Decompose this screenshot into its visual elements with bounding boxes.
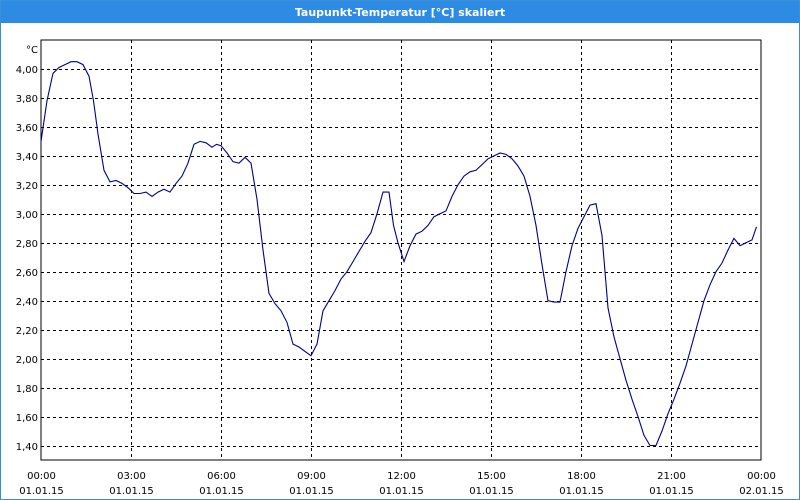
- y-tick-label: 2,20: [16, 326, 38, 337]
- y-tick-label: 3,20: [16, 181, 38, 192]
- y-tick-label: 2,40: [16, 297, 38, 308]
- x-tick-date-label: 01.01.15: [109, 486, 154, 497]
- y-tick-label: 3,80: [16, 94, 38, 105]
- x-tick-date-label: 01.01.15: [19, 486, 64, 497]
- y-tick-label: 2,00: [16, 355, 38, 366]
- y-tick-label: 1,80: [16, 384, 38, 395]
- y-tick-label: 1,40: [16, 442, 38, 453]
- data-series-line: [40, 61, 758, 447]
- x-tick-date-label: 01.01.15: [199, 486, 244, 497]
- x-tick-date-label: 01.01.15: [469, 486, 514, 497]
- x-tick-time-label: 00:00: [747, 471, 776, 482]
- x-tick-time-label: 21:00: [657, 471, 686, 482]
- x-tick-time-label: 06:00: [207, 471, 236, 482]
- window-title: Taupunkt-Temperatur [°C] skaliert: [1, 1, 799, 23]
- y-tick-label: 2,80: [16, 239, 38, 250]
- x-tick-date-label: 02.01.15: [739, 486, 784, 497]
- x-tick-date-label: 01.01.15: [649, 486, 694, 497]
- x-tick-time-label: 09:00: [297, 471, 326, 482]
- x-tick-time-label: 00:00: [27, 471, 56, 482]
- x-tick-time-label: 03:00: [117, 471, 146, 482]
- y-unit-label: °C: [26, 45, 38, 56]
- y-tick-label: 3,40: [16, 152, 38, 163]
- y-tick-label: 2,60: [16, 268, 38, 279]
- x-tick-time-label: 12:00: [387, 471, 416, 482]
- y-tick-label: 3,00: [16, 210, 38, 221]
- x-tick-date-label: 01.01.15: [379, 486, 424, 497]
- y-tick-label: 3,60: [16, 123, 38, 134]
- y-tick-label: 1,60: [16, 413, 38, 424]
- x-tick-date-label: 01.01.15: [559, 486, 604, 497]
- x-tick-date-label: 01.01.15: [289, 486, 334, 497]
- line-chart: 1,40 1,60 1,80 2,00 2,20 2,40 2,60 2,80 3,00 3,20…: [16, 39, 784, 497]
- x-tick-time-label: 18:00: [567, 471, 596, 482]
- y-tick-label: 4,00: [16, 65, 38, 76]
- x-tick-time-label: 15:00: [477, 471, 506, 482]
